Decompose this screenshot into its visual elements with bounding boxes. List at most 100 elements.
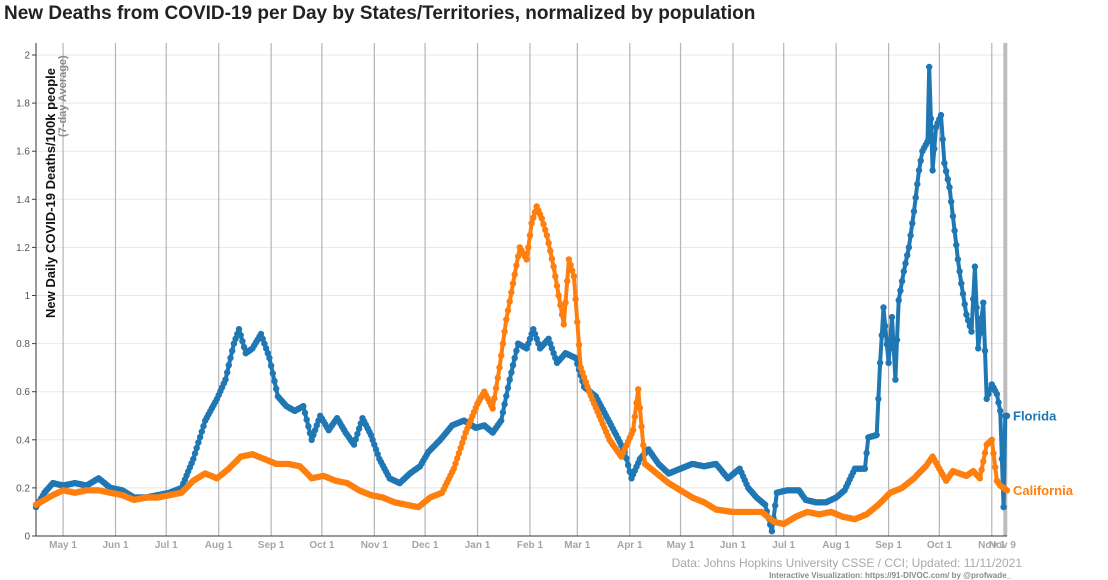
data-point (1003, 412, 1011, 419)
data-point (926, 63, 933, 71)
series-labels: Florida California (1013, 408, 1074, 498)
data-point (992, 463, 999, 471)
data-point (550, 350, 557, 357)
data-point (640, 442, 647, 449)
data-point (264, 350, 271, 357)
series-line (34, 65, 1008, 534)
data-point (191, 450, 199, 457)
data-point (455, 450, 463, 457)
data-point (371, 441, 378, 448)
data-point (352, 436, 359, 443)
data-point (978, 466, 985, 474)
data-point (772, 502, 779, 509)
y-axis-label: New Daily COVID-19 Deaths/100k people (43, 68, 58, 318)
y-tick-label: 1.8 (16, 99, 30, 110)
data-point (633, 399, 640, 407)
data-point (498, 417, 505, 424)
data-point (452, 460, 459, 467)
data-point (954, 256, 962, 263)
data-point (542, 226, 549, 233)
x-tick-label: Aug 1 (205, 540, 233, 551)
data-point (227, 354, 234, 362)
data-point (367, 431, 375, 439)
data-point (914, 180, 921, 188)
x-tick-label: Feb 1 (517, 540, 544, 551)
data-point (503, 392, 510, 400)
data-point (557, 301, 564, 309)
data-point (369, 436, 376, 443)
x-tick-label: May 1 (667, 540, 695, 551)
data-point (980, 458, 987, 465)
data-point (975, 345, 982, 352)
data-point (511, 271, 518, 278)
data-point (941, 160, 948, 167)
data-point (374, 451, 381, 458)
y-tick-label: 0.2 (16, 483, 30, 494)
axes (32, 43, 1007, 537)
data-point (887, 336, 894, 344)
data-point (257, 330, 265, 338)
data-point (196, 433, 204, 441)
data-point (350, 441, 358, 448)
data-point (968, 328, 975, 335)
data-point (580, 374, 588, 381)
x-tick-label: Apr 1 (617, 540, 643, 551)
data-point (875, 395, 882, 403)
data-point (584, 383, 591, 391)
data-point (232, 335, 239, 342)
series-california (32, 203, 1011, 528)
data-point (190, 455, 197, 463)
data-point (266, 354, 273, 362)
data-point (948, 198, 955, 205)
data-point (902, 260, 909, 267)
data-point (878, 332, 885, 339)
data-point (980, 299, 987, 306)
data-point (543, 232, 551, 239)
data-point (888, 313, 896, 321)
x-tick-label: Sep 1 (258, 540, 285, 551)
data-point (567, 261, 574, 269)
data-point (545, 240, 552, 247)
data-point (355, 425, 363, 432)
data-point (927, 115, 935, 122)
data-point (946, 184, 953, 191)
data-point (956, 268, 963, 275)
data-point (985, 390, 992, 398)
data-point (259, 335, 266, 342)
data-point (553, 282, 561, 290)
data-point (624, 461, 632, 469)
data-point (491, 395, 498, 402)
y-axis-sublabel: (7-day Average) (57, 55, 69, 137)
data-point (900, 268, 907, 275)
series-lines (32, 63, 1011, 535)
data-point (761, 501, 769, 508)
data-point (200, 422, 207, 430)
data-point (861, 465, 869, 472)
visualization-credit: Interactive Visualization: https://91-DI… (769, 571, 1011, 580)
data-point (944, 176, 951, 183)
data-point (313, 422, 320, 429)
data-point (981, 449, 989, 457)
data-point (949, 212, 957, 220)
data-point (523, 345, 530, 352)
data-point (575, 341, 583, 348)
gridlines (36, 43, 1008, 537)
data-point (1003, 487, 1011, 494)
data-point (909, 220, 916, 227)
data-point (504, 307, 512, 314)
data-point (310, 431, 317, 439)
data-point (224, 369, 231, 376)
data-point (240, 344, 248, 351)
data-point (547, 247, 554, 255)
data-point (966, 322, 973, 330)
data-point (562, 299, 569, 306)
data-point (530, 326, 537, 333)
x-axis-ticks: May 1 Jun 1 Jul 1 Aug 1 Sep 1 Oct 1 Nov 1 Dec 1… (49, 540, 1016, 551)
data-source-note: Data: Johns Hopkins University CSSE / CC… (671, 556, 1022, 570)
data-point (572, 295, 579, 303)
data-point (300, 402, 307, 410)
data-point (997, 407, 1004, 415)
x-tick-label: May 1 (49, 540, 77, 551)
data-point (198, 428, 205, 435)
data-point (964, 317, 972, 324)
